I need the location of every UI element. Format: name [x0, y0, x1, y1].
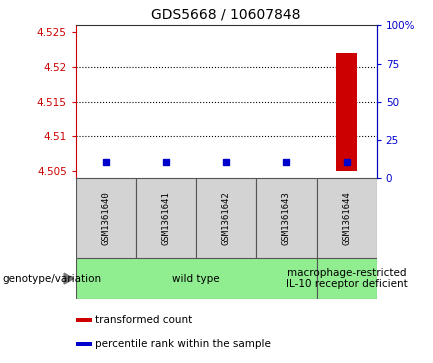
Text: GSM1361642: GSM1361642 [222, 191, 231, 245]
Text: GSM1361641: GSM1361641 [162, 191, 171, 245]
Bar [336, 53, 357, 171]
Text: transformed count: transformed count [95, 315, 192, 325]
Text: wild type: wild type [172, 274, 220, 284]
Bar [317, 178, 377, 258]
Text: GSM1361644: GSM1361644 [342, 191, 351, 245]
Text: percentile rank within the sample: percentile rank within the sample [95, 339, 271, 349]
Bar [76, 258, 317, 299]
Polygon shape [64, 273, 74, 284]
Bar [76, 178, 136, 258]
Bar [76, 342, 92, 346]
Bar [136, 178, 196, 258]
Title: GDS5668 / 10607848: GDS5668 / 10607848 [152, 8, 301, 21]
Bar [196, 178, 256, 258]
Text: GSM1361643: GSM1361643 [282, 191, 291, 245]
Text: GSM1361640: GSM1361640 [101, 191, 110, 245]
Bar [76, 318, 92, 322]
Bar [317, 258, 377, 299]
Text: genotype/variation: genotype/variation [2, 274, 101, 284]
Bar [256, 178, 317, 258]
Text: macrophage-restricted
IL-10 receptor deficient: macrophage-restricted IL-10 receptor def… [286, 268, 407, 289]
